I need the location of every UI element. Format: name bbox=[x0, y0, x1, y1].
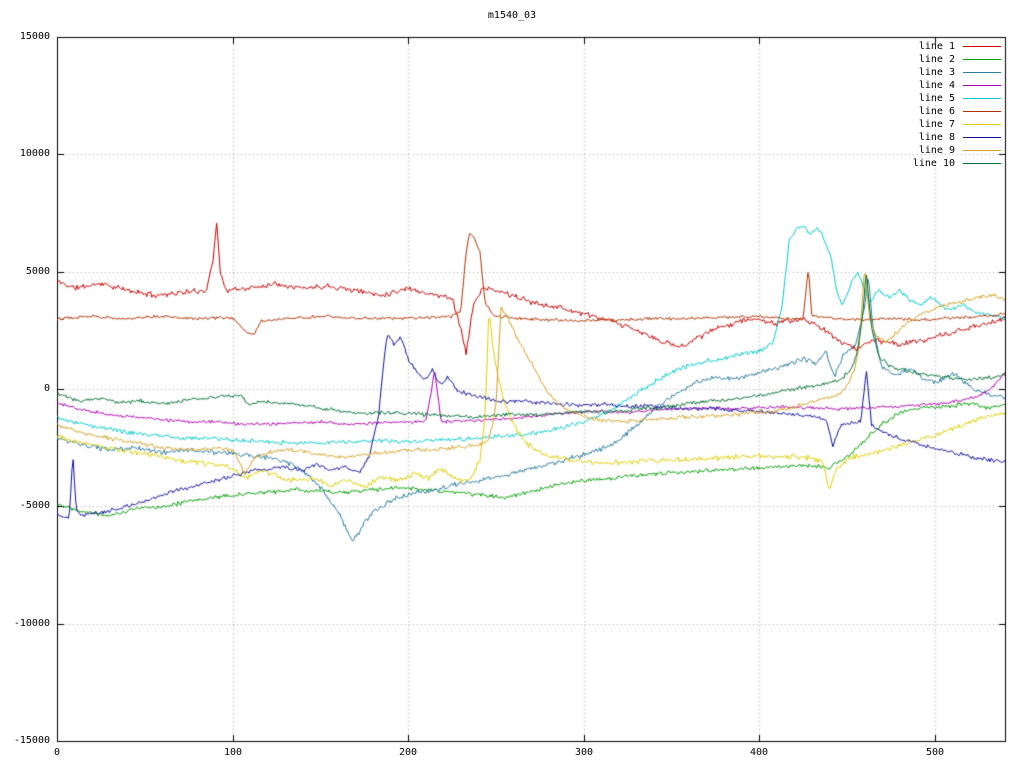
legend-item-label: line 6 bbox=[918, 106, 955, 117]
y-tick-label: 15000 bbox=[19, 31, 50, 42]
y-tick-label: 0 bbox=[43, 383, 50, 394]
legend-item: line 4 bbox=[913, 79, 1001, 92]
x-tick-label: 500 bbox=[925, 747, 945, 758]
legend-item: line 7 bbox=[913, 118, 1001, 131]
x-tick-label: 0 bbox=[53, 747, 61, 758]
x-tick-label: 300 bbox=[574, 747, 594, 758]
legend-line-sample bbox=[963, 59, 1001, 60]
legend-item-label: line 5 bbox=[918, 93, 955, 104]
y-tick-label: 5000 bbox=[25, 266, 50, 277]
legend-line-sample bbox=[963, 111, 1001, 112]
y-tick-label: -15000 bbox=[13, 735, 50, 746]
legend-item: line 2 bbox=[913, 53, 1001, 66]
legend-item: line 10 bbox=[913, 157, 1001, 170]
legend-item: line 1 bbox=[913, 40, 1001, 53]
chart-title: m1540_03 bbox=[487, 10, 537, 21]
legend-item-label: line 2 bbox=[918, 54, 955, 65]
legend-item: line 8 bbox=[913, 131, 1001, 144]
x-tick-label: 200 bbox=[398, 747, 418, 758]
x-tick-label: 400 bbox=[749, 747, 769, 758]
legend-item: line 9 bbox=[913, 144, 1001, 157]
legend-item-label: line 1 bbox=[918, 41, 955, 52]
legend: line 1 line 2 line 3 line 4 line 5 line 6 line… bbox=[913, 40, 1001, 170]
y-tick-label: -5000 bbox=[19, 500, 50, 511]
legend-item-label: line 4 bbox=[918, 80, 955, 91]
legend-line-sample bbox=[963, 46, 1001, 47]
legend-line-sample bbox=[963, 85, 1001, 86]
legend-item-label: line 10 bbox=[912, 158, 955, 169]
x-tick-label: 100 bbox=[223, 747, 243, 758]
legend-line-sample bbox=[963, 72, 1001, 73]
legend-line-sample bbox=[963, 124, 1001, 125]
legend-item-label: line 9 bbox=[918, 145, 955, 156]
y-tick-label: -10000 bbox=[13, 618, 50, 629]
legend-item: line 6 bbox=[913, 105, 1001, 118]
legend-item-label: line 3 bbox=[918, 67, 955, 78]
legend-line-sample bbox=[963, 150, 1001, 151]
legend-line-sample bbox=[963, 137, 1001, 138]
y-tick-label: 10000 bbox=[19, 148, 50, 159]
legend-line-sample bbox=[963, 98, 1001, 99]
legend-item-label: line 7 bbox=[918, 119, 955, 130]
legend-item: line 5 bbox=[913, 92, 1001, 105]
legend-item: line 3 bbox=[913, 66, 1001, 79]
legend-item-label: line 8 bbox=[918, 132, 955, 143]
legend-line-sample bbox=[963, 163, 1001, 164]
